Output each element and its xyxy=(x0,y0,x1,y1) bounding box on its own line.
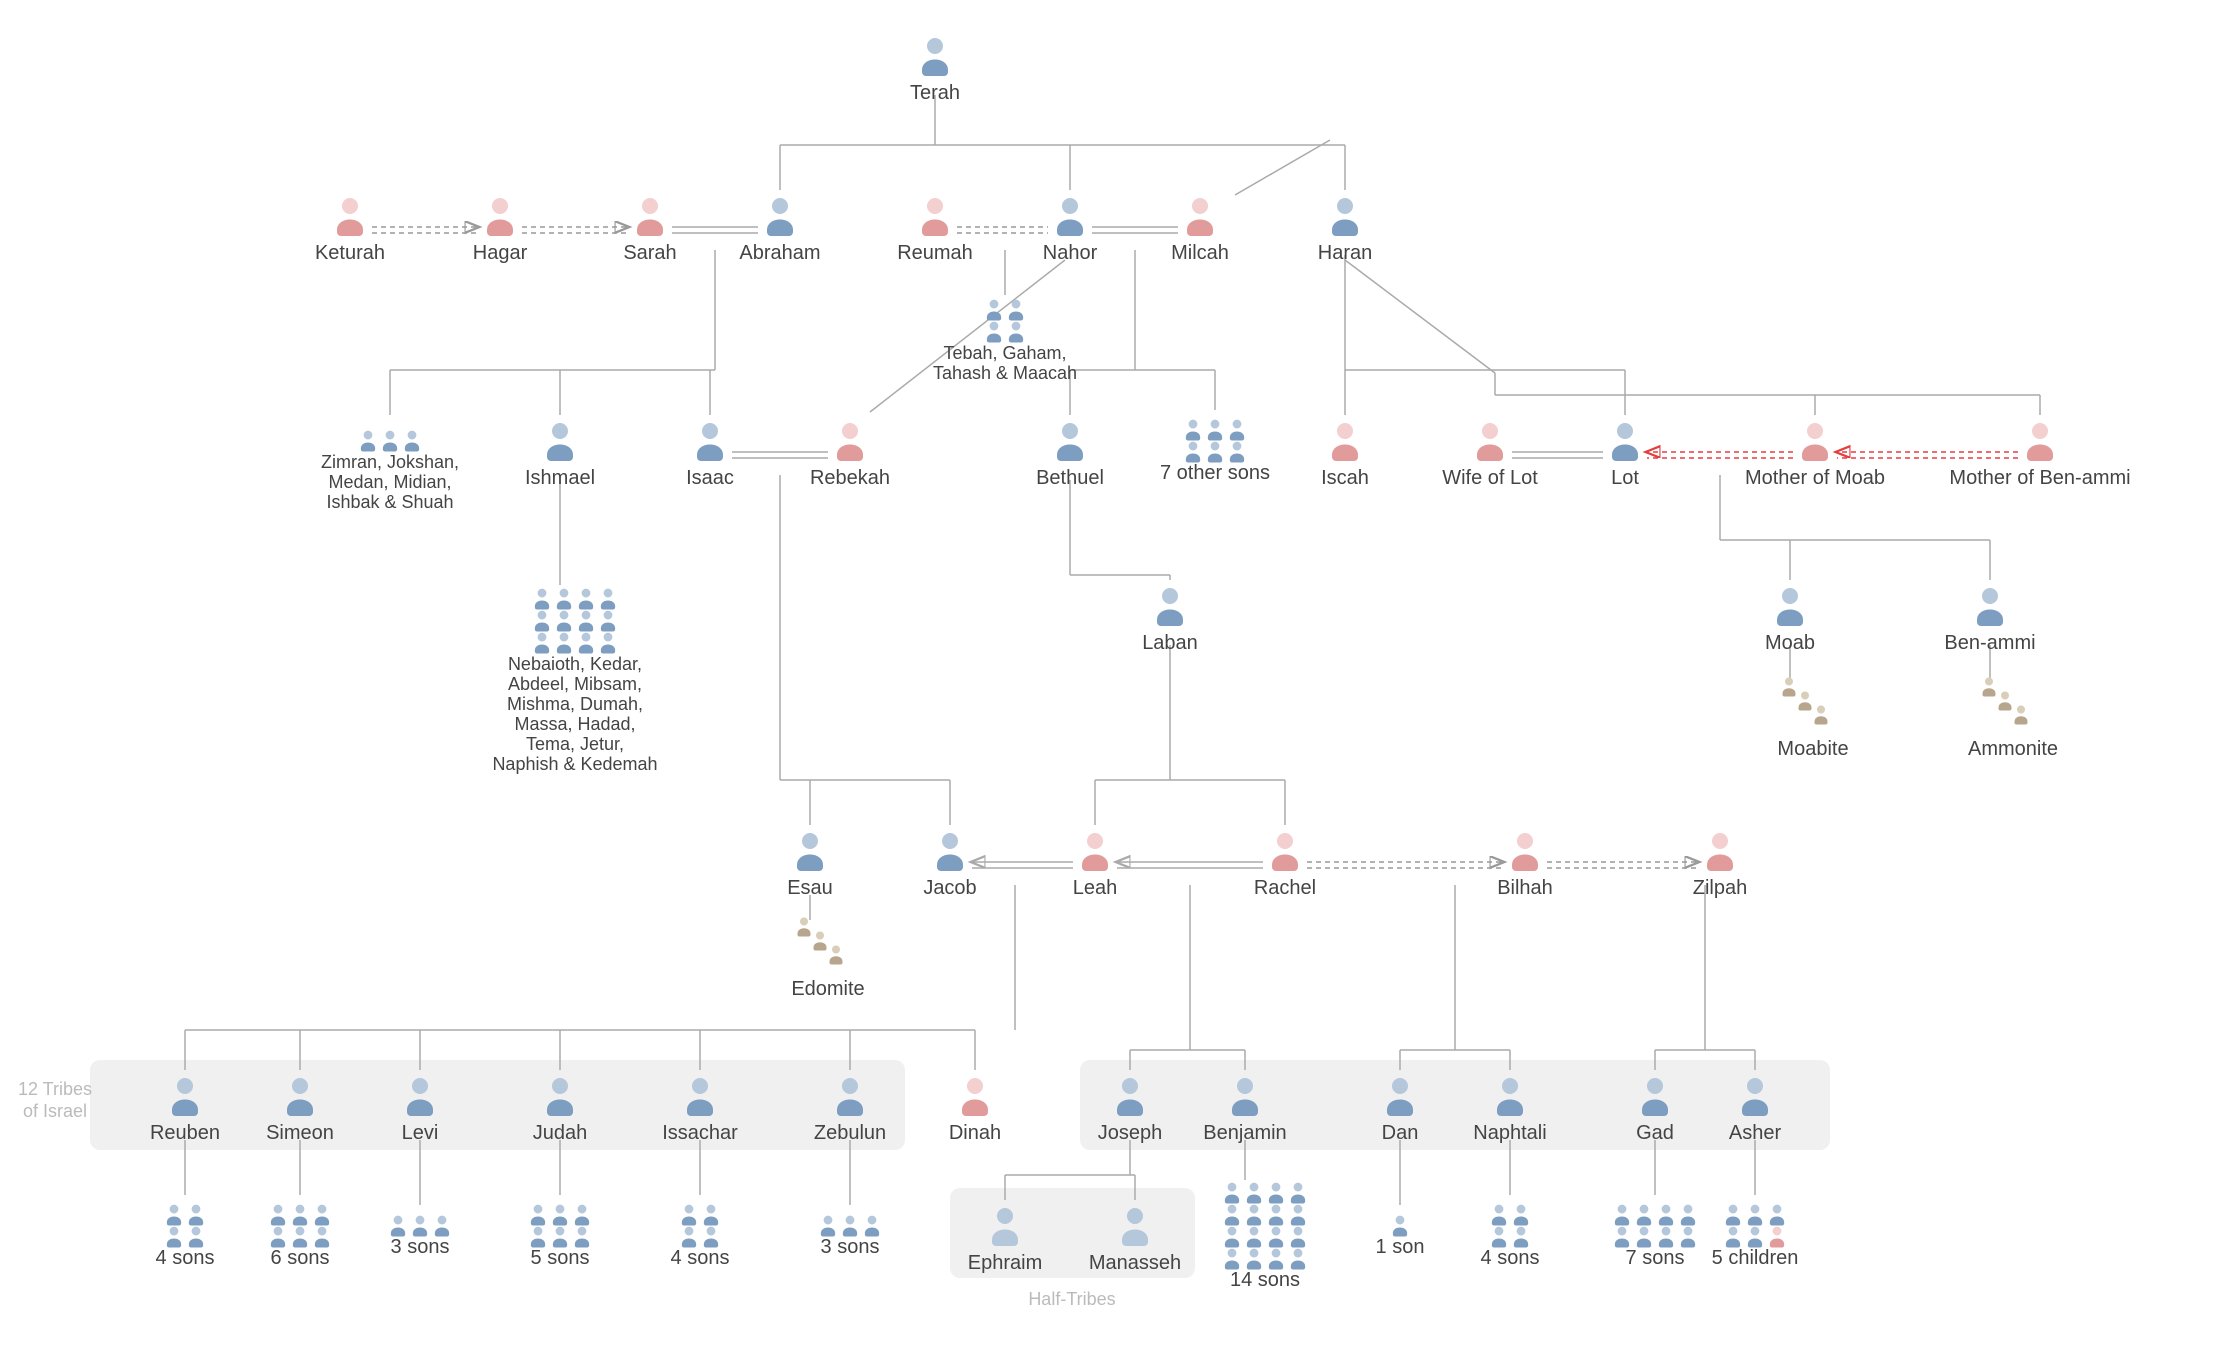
svg-text:Esau: Esau xyxy=(787,877,833,899)
svg-text:Abraham: Abraham xyxy=(739,242,820,264)
svg-text:Moab: Moab xyxy=(1765,632,1815,654)
svg-text:Zebulun: Zebulun xyxy=(814,1122,886,1144)
svg-text:Mother of Moab: Mother of Moab xyxy=(1745,467,1885,489)
svg-text:Isaac: Isaac xyxy=(686,467,734,489)
svg-text:Iscah: Iscah xyxy=(1321,467,1369,489)
svg-text:Ishmael: Ishmael xyxy=(525,467,595,489)
svg-text:Asher: Asher xyxy=(1729,1122,1782,1144)
svg-text:Half-Tribes: Half-Tribes xyxy=(1028,1289,1115,1309)
svg-text:Tema, Jetur,: Tema, Jetur, xyxy=(526,734,624,754)
svg-text:Levi: Levi xyxy=(402,1122,439,1144)
svg-text:Ishbak & Shuah: Ishbak & Shuah xyxy=(326,492,453,512)
svg-text:Zimran, Jokshan,: Zimran, Jokshan, xyxy=(321,452,459,472)
svg-text:4 sons: 4 sons xyxy=(156,1247,215,1269)
svg-text:Massa, Hadad,: Massa, Hadad, xyxy=(514,714,635,734)
svg-text:Ben-ammi: Ben-ammi xyxy=(1944,632,2035,654)
family-tree-svg: Terah Keturah Hagar Sarah Abraham Reumah Nahor… xyxy=(0,0,2218,1353)
svg-text:Tahash & Maacah: Tahash & Maacah xyxy=(933,363,1077,383)
svg-text:3 sons: 3 sons xyxy=(821,1236,880,1258)
svg-text:12 Tribes: 12 Tribes xyxy=(18,1079,92,1099)
svg-text:Edomite: Edomite xyxy=(791,978,864,1000)
svg-text:Reuben: Reuben xyxy=(150,1122,220,1144)
svg-text:Jacob: Jacob xyxy=(923,877,976,899)
svg-text:Simeon: Simeon xyxy=(266,1122,334,1144)
svg-text:Rachel: Rachel xyxy=(1254,877,1316,899)
svg-text:Hagar: Hagar xyxy=(473,242,528,264)
svg-text:Lot: Lot xyxy=(1611,467,1639,489)
svg-text:4 sons: 4 sons xyxy=(671,1247,730,1269)
svg-text:Rebekah: Rebekah xyxy=(810,467,890,489)
svg-text:6 sons: 6 sons xyxy=(271,1247,330,1269)
svg-text:Ammonite: Ammonite xyxy=(1968,738,2058,760)
svg-text:Gad: Gad xyxy=(1636,1122,1674,1144)
svg-text:Bilhah: Bilhah xyxy=(1497,877,1553,899)
svg-text:Naphtali: Naphtali xyxy=(1473,1122,1546,1144)
svg-text:Mishma, Dumah,: Mishma, Dumah, xyxy=(507,694,643,714)
svg-text:Milcah: Milcah xyxy=(1171,242,1229,264)
svg-text:Dinah: Dinah xyxy=(949,1122,1001,1144)
svg-text:Leah: Leah xyxy=(1073,877,1118,899)
svg-text:Joseph: Joseph xyxy=(1098,1122,1163,1144)
svg-text:Moabite: Moabite xyxy=(1777,738,1848,760)
svg-text:14 sons: 14 sons xyxy=(1230,1269,1300,1291)
svg-text:5 sons: 5 sons xyxy=(531,1247,590,1269)
svg-text:Abdeel, Mibsam,: Abdeel, Mibsam, xyxy=(508,674,642,694)
svg-text:5 children: 5 children xyxy=(1712,1247,1799,1269)
svg-text:Naphish & Kedemah: Naphish & Kedemah xyxy=(492,754,657,774)
svg-text:Tebah, Gaham,: Tebah, Gaham, xyxy=(943,343,1066,363)
svg-text:Judah: Judah xyxy=(533,1122,588,1144)
svg-text:Dan: Dan xyxy=(1382,1122,1419,1144)
svg-text:7 sons: 7 sons xyxy=(1626,1247,1685,1269)
svg-text:Wife of Lot: Wife of Lot xyxy=(1442,467,1538,489)
svg-text:of Israel: of Israel xyxy=(23,1101,87,1121)
svg-text:Laban: Laban xyxy=(1142,632,1198,654)
svg-text:Haran: Haran xyxy=(1318,242,1372,264)
svg-text:Medan, Midian,: Medan, Midian, xyxy=(328,472,451,492)
svg-text:Nahor: Nahor xyxy=(1043,242,1098,264)
svg-text:Sarah: Sarah xyxy=(623,242,676,264)
svg-text:Keturah: Keturah xyxy=(315,242,385,264)
svg-text:Bethuel: Bethuel xyxy=(1036,467,1104,489)
svg-text:Terah: Terah xyxy=(910,82,960,104)
svg-text:Nebaioth, Kedar,: Nebaioth, Kedar, xyxy=(508,654,642,674)
svg-text:3 sons: 3 sons xyxy=(391,1236,450,1258)
svg-text:Benjamin: Benjamin xyxy=(1203,1122,1286,1144)
svg-text:Ephraim: Ephraim xyxy=(968,1252,1042,1274)
svg-text:4 sons: 4 sons xyxy=(1481,1247,1540,1269)
svg-text:Mother of Ben-ammi: Mother of Ben-ammi xyxy=(1949,467,2130,489)
svg-text:Manasseh: Manasseh xyxy=(1089,1252,1181,1274)
svg-text:Reumah: Reumah xyxy=(897,242,973,264)
svg-text:Zilpah: Zilpah xyxy=(1693,877,1747,899)
svg-text:7 other sons: 7 other sons xyxy=(1160,462,1270,484)
svg-text:1 son: 1 son xyxy=(1376,1236,1425,1258)
svg-text:Issachar: Issachar xyxy=(662,1122,738,1144)
